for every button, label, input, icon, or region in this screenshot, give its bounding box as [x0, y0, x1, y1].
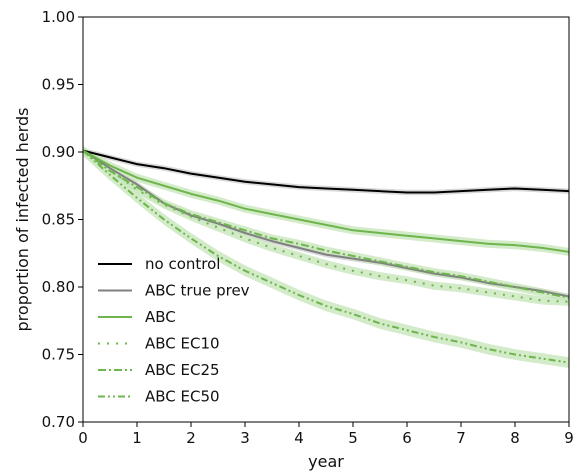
legend-label: no control: [145, 255, 220, 273]
legend: no control ABC true prev ABC ABC EC10 ABC EC…: [98, 255, 250, 406]
legend-label: ABC EC10: [145, 335, 220, 353]
x-tick-label: 7: [456, 429, 466, 447]
y-tick-label: 0.70: [42, 413, 75, 431]
series-lines: [82, 149, 570, 364]
legend-label: ABC: [145, 308, 176, 326]
y-axis: 0.70 0.75 0.80 0.85 0.90 0.95 1.00: [42, 8, 83, 431]
x-tick-label: 6: [402, 429, 412, 447]
x-axis: 0 1 2 3 4 5 6 7 8 9: [78, 422, 574, 447]
series-line: [82, 149, 570, 303]
x-tick-label: 9: [564, 429, 574, 447]
y-tick-label: 0.75: [42, 346, 75, 364]
x-tick-label: 5: [348, 429, 358, 447]
x-tick-label: 2: [186, 429, 196, 447]
series-line: [82, 149, 570, 253]
series-line: [82, 149, 570, 194]
x-tick-label: 4: [294, 429, 304, 447]
x-tick-label: 3: [240, 429, 250, 447]
y-tick-label: 0.90: [42, 143, 75, 161]
x-axis-label: year: [308, 452, 344, 471]
x-tick-label: 1: [132, 429, 142, 447]
series-band: [83, 146, 569, 302]
legend-label: ABC EC25: [145, 361, 220, 379]
x-tick-label: 0: [78, 429, 88, 447]
y-tick-label: 0.95: [42, 76, 75, 94]
y-tick-label: 1.00: [42, 8, 75, 26]
y-axis-label: proportion of infected herds: [13, 108, 32, 332]
x-tick-label: 8: [510, 429, 520, 447]
y-tick-label: 0.80: [42, 278, 75, 296]
series-line: [82, 149, 570, 364]
y-tick-label: 0.85: [42, 211, 75, 229]
series-line: [82, 149, 570, 299]
legend-label: ABC true prev: [145, 282, 250, 300]
legend-label: ABC EC50: [145, 388, 220, 406]
